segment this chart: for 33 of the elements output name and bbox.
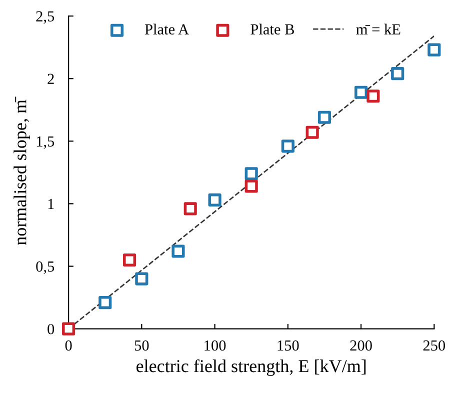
legend-label: m̄ = kE <box>356 24 400 34</box>
x-tick-label: 50 <box>134 340 149 351</box>
point <box>354 86 368 99</box>
point <box>366 90 380 103</box>
point <box>244 167 258 180</box>
point <box>184 202 197 216</box>
x-tick-label: 200 <box>350 340 372 351</box>
legend-label: Plate A <box>144 24 189 35</box>
point <box>135 272 148 286</box>
x-tick-label: 250 <box>423 340 446 351</box>
point <box>172 244 185 258</box>
y-axis-title: normalised slope, m̄ <box>14 96 30 245</box>
point <box>391 67 404 80</box>
y-tick-label: 2 <box>48 74 54 84</box>
point <box>428 43 441 56</box>
point <box>281 140 294 153</box>
point <box>208 193 222 206</box>
point <box>306 126 319 139</box>
legend-label: Plate B <box>250 24 294 35</box>
point <box>122 253 136 267</box>
point <box>98 296 112 310</box>
y-tick-label: 0 <box>48 324 54 334</box>
x-axis-title: electric field strength, E [kV/m] <box>136 359 366 376</box>
x-tick-label: 100 <box>204 340 226 351</box>
x-tick-label: 0 <box>65 340 72 351</box>
point <box>244 180 258 193</box>
x-tick-label: 150 <box>278 340 299 351</box>
y-tick-label: 1,5 <box>36 136 54 149</box>
y-tick-label: 0,5 <box>36 261 54 274</box>
point <box>318 110 332 124</box>
y-tick-label: 2,5 <box>36 11 54 24</box>
point <box>62 322 76 336</box>
y-tick-label: 1 <box>48 198 54 210</box>
